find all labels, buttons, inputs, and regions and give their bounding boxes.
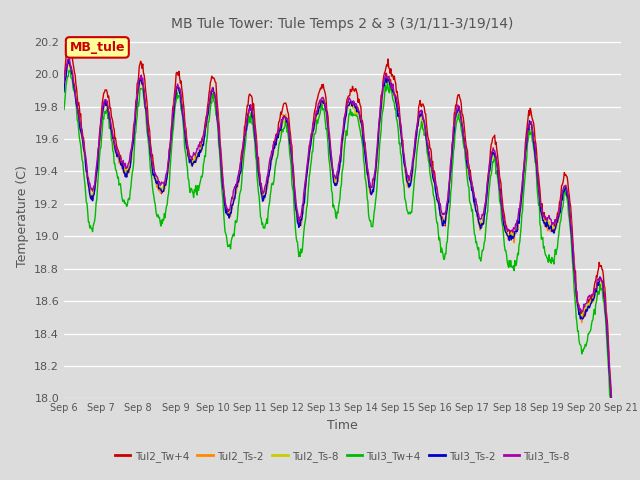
Tul3_Ts-2 (399, 146, 406, 152)
Tul3_Tw+4 (483, 212, 491, 217)
Tul2_Ts-8 (415, 112, 423, 118)
Tul2_Ts-8 (617, 463, 625, 468)
Tul2_Tw+4 (384, 56, 392, 62)
Tul3_Ts-2 (384, 77, 392, 83)
Tul2_Ts-2 (616, 469, 624, 475)
Tul2_Tw+4 (399, 137, 406, 143)
Tul3_Tw+4 (415, 131, 423, 137)
Tul2_Tw+4 (616, 467, 623, 472)
Tul2_Ts-2 (617, 467, 625, 473)
Tul3_Ts-8 (95, 143, 102, 149)
Tul2_Ts-8 (399, 145, 406, 151)
Tul3_Ts-2 (483, 192, 491, 197)
Tul3_Ts-2 (60, 89, 68, 95)
Tul3_Ts-8 (483, 183, 491, 189)
Line: Tul2_Ts-2: Tul2_Ts-2 (64, 62, 621, 472)
Tul2_Ts-2 (540, 221, 548, 227)
Tul3_Ts-8 (60, 80, 68, 85)
Tul2_Ts-8 (60, 85, 68, 91)
Tul2_Tw+4 (95, 142, 102, 148)
Tul2_Tw+4 (65, 46, 72, 52)
Tul3_Tw+4 (60, 107, 68, 112)
Line: Tul2_Ts-8: Tul2_Ts-8 (64, 63, 621, 466)
Line: Tul3_Tw+4: Tul3_Tw+4 (64, 71, 621, 480)
X-axis label: Time: Time (327, 419, 358, 432)
Tul2_Tw+4 (415, 101, 423, 107)
Legend: Tul2_Tw+4, Tul2_Ts-2, Tul2_Ts-8, Tul3_Tw+4, Tul3_Ts-2, Tul3_Ts-8: Tul2_Tw+4, Tul2_Ts-2, Tul2_Ts-8, Tul3_Tw… (111, 447, 574, 466)
Tul3_Tw+4 (67, 68, 74, 73)
Tul3_Ts-8 (384, 73, 392, 79)
Tul2_Ts-2 (60, 84, 68, 90)
Line: Tul3_Ts-8: Tul3_Ts-8 (64, 59, 621, 462)
Tul3_Tw+4 (95, 162, 102, 168)
Tul2_Ts-8 (384, 79, 392, 85)
Y-axis label: Temperature (C): Temperature (C) (16, 165, 29, 267)
Tul2_Ts-2 (384, 74, 392, 80)
Tul3_Ts-8 (616, 459, 624, 465)
Tul2_Ts-8 (540, 218, 548, 224)
Tul2_Ts-2 (65, 59, 72, 65)
Tul2_Ts-8 (65, 60, 72, 66)
Tul2_Tw+4 (617, 466, 625, 472)
Tul3_Ts-2 (415, 114, 423, 120)
Title: MB Tule Tower: Tule Temps 2 & 3 (3/1/11-3/19/14): MB Tule Tower: Tule Temps 2 & 3 (3/1/11-… (172, 17, 513, 31)
Tul2_Ts-2 (415, 112, 423, 118)
Tul2_Ts-8 (483, 192, 491, 198)
Tul3_Ts-2 (65, 57, 73, 63)
Tul2_Ts-2 (95, 152, 102, 157)
Tul3_Ts-8 (415, 109, 423, 115)
Tul2_Ts-8 (616, 463, 624, 469)
Tul3_Ts-8 (540, 214, 548, 220)
Tul3_Ts-2 (617, 467, 625, 472)
Tul2_Ts-2 (483, 190, 491, 196)
Tul3_Ts-2 (95, 144, 102, 149)
Tul2_Ts-2 (399, 145, 406, 151)
Tul3_Tw+4 (384, 84, 392, 90)
Line: Tul2_Tw+4: Tul2_Tw+4 (64, 49, 621, 469)
Text: MB_tule: MB_tule (70, 41, 125, 54)
Tul3_Tw+4 (399, 174, 406, 180)
Tul3_Tw+4 (540, 244, 548, 250)
Tul3_Ts-8 (617, 457, 625, 463)
Tul3_Ts-2 (540, 220, 548, 226)
Tul2_Tw+4 (540, 210, 548, 216)
Line: Tul3_Ts-2: Tul3_Ts-2 (64, 60, 621, 469)
Tul2_Tw+4 (483, 188, 491, 194)
Tul2_Tw+4 (60, 75, 68, 81)
Tul3_Ts-8 (65, 56, 73, 61)
Tul3_Ts-8 (399, 142, 406, 147)
Tul2_Ts-8 (95, 144, 102, 150)
